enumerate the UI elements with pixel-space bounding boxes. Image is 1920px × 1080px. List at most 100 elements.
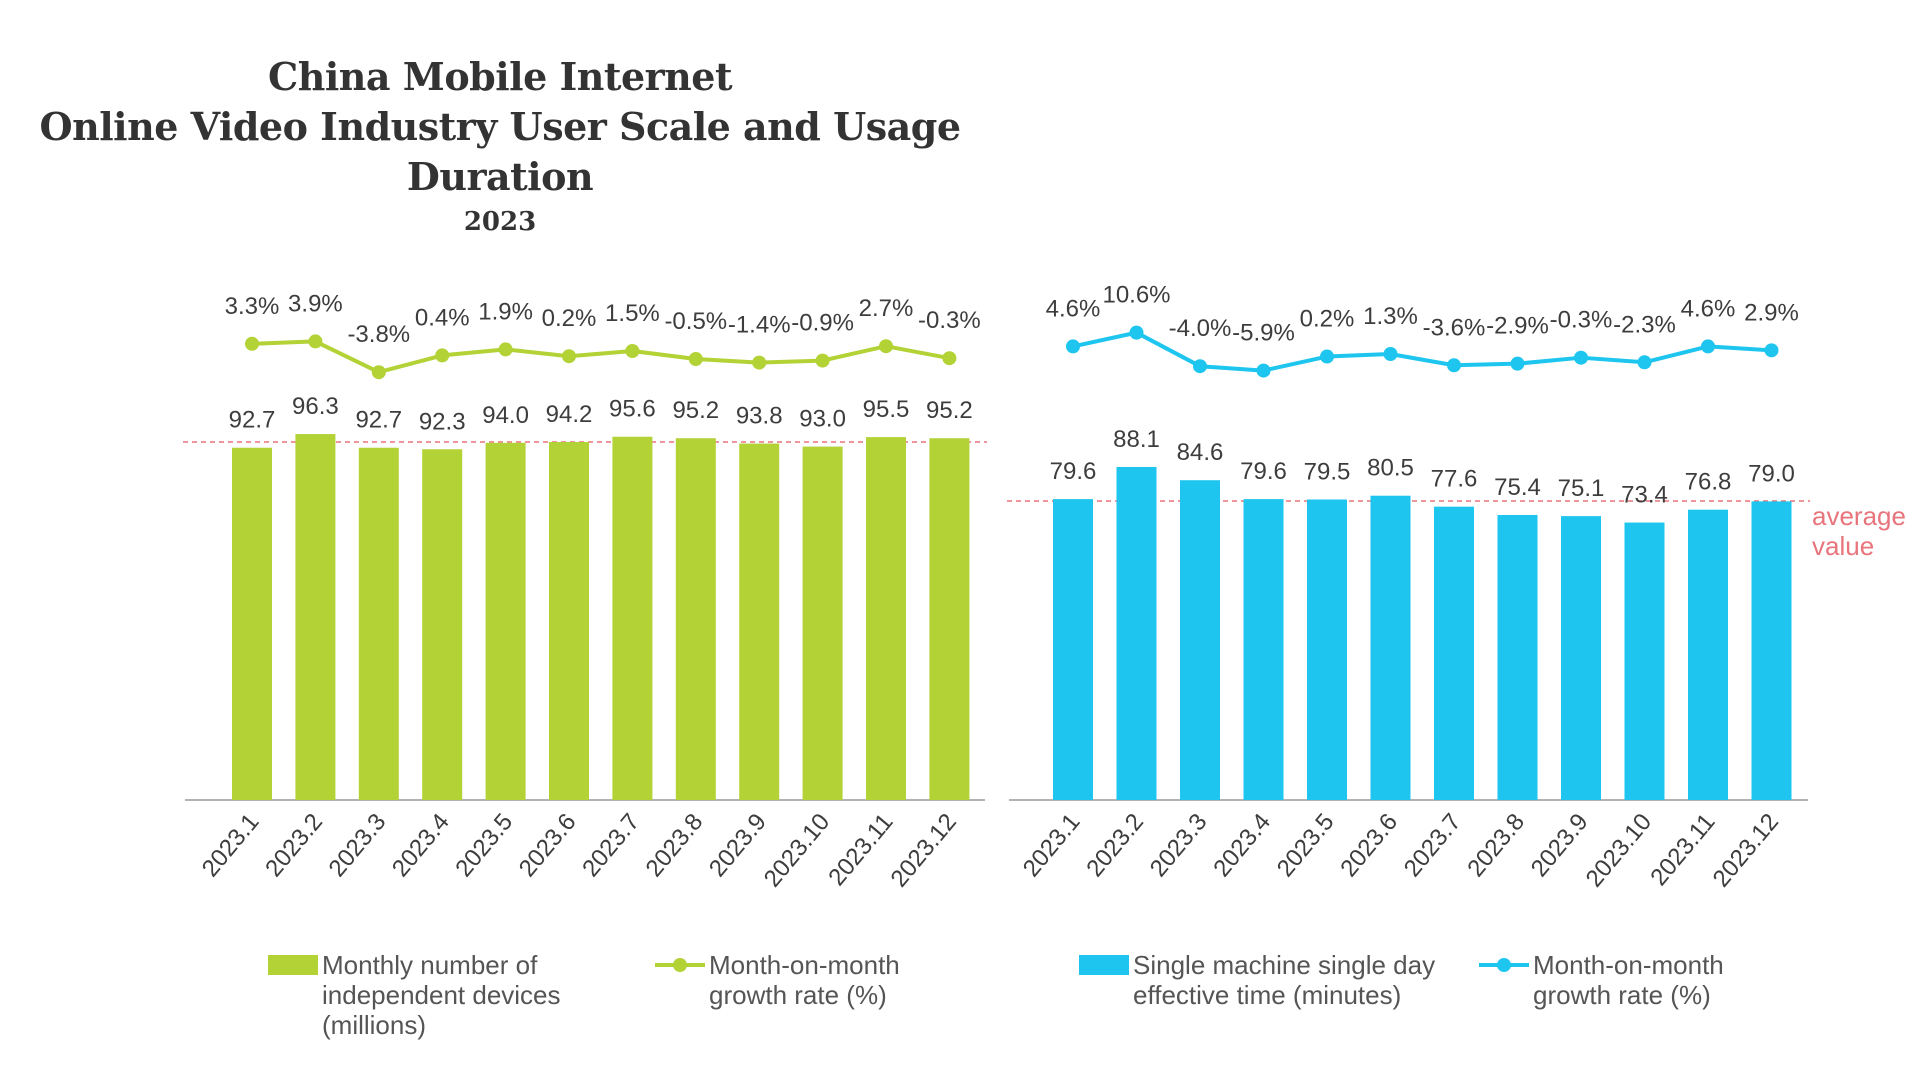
bar-value-label: 92.3 bbox=[419, 408, 466, 435]
growth-rate-point bbox=[371, 365, 386, 380]
x-tick-label: 2023.1 bbox=[1018, 809, 1086, 883]
growth-rate-point bbox=[1447, 358, 1461, 373]
x-tick-label: 2023.4 bbox=[1208, 809, 1276, 883]
growth-rate-label: 1.5% bbox=[605, 300, 660, 327]
bar-2023.1 bbox=[1053, 499, 1093, 800]
x-tick-label: 2023.3 bbox=[1145, 809, 1213, 883]
bar-2023.8 bbox=[675, 438, 716, 800]
growth-rate-label: 2.9% bbox=[1744, 299, 1799, 326]
bar-value-label: 75.4 bbox=[1494, 474, 1541, 501]
x-tick-label: 2023.12 bbox=[886, 809, 962, 893]
bar-2023.3 bbox=[1180, 480, 1220, 800]
growth-rate-label: -5.9% bbox=[1232, 320, 1295, 347]
growth-rate-label: -1.4% bbox=[728, 312, 791, 339]
bar-2023.11 bbox=[866, 437, 906, 800]
bar-value-label: 92.7 bbox=[229, 407, 276, 434]
legend-line-marker bbox=[1497, 958, 1511, 972]
bar-2023.10 bbox=[802, 446, 843, 800]
bar-2023.11 bbox=[1688, 509, 1728, 800]
bar-value-label: 75.1 bbox=[1558, 475, 1605, 502]
growth-rate-label: -0.5% bbox=[664, 308, 727, 335]
bar-value-label: 94.2 bbox=[546, 401, 593, 428]
bar-value-label: 95.6 bbox=[609, 396, 656, 423]
x-tick-label: 2023.5 bbox=[1272, 809, 1340, 883]
legend-bar-swatch bbox=[268, 955, 318, 975]
growth-rate-label: 2.7% bbox=[859, 295, 914, 322]
bar-value-label: 80.5 bbox=[1367, 455, 1414, 482]
x-tick-label: 2023.6 bbox=[514, 809, 582, 883]
x-tick-label: 2023.11 bbox=[1645, 809, 1720, 891]
growth-rate-label: -0.3% bbox=[918, 307, 981, 334]
bar-2023.7 bbox=[612, 436, 653, 800]
growth-rate-label: -2.3% bbox=[1613, 311, 1676, 338]
growth-rate-point bbox=[1320, 349, 1334, 364]
growth-rate-point bbox=[879, 339, 893, 354]
x-tick-label: 2023.7 bbox=[1399, 809, 1467, 883]
legend-bar-label: independent devices bbox=[322, 980, 561, 1010]
chart-title-line-2: Online Video Industry User Scale and Usa… bbox=[39, 104, 961, 199]
growth-rate-label: -2.9% bbox=[1486, 313, 1549, 340]
growth-rate-point bbox=[1129, 325, 1144, 340]
growth-rate-label: -3.8% bbox=[347, 321, 410, 348]
x-tick-label: 2023.3 bbox=[324, 809, 392, 883]
growth-rate-point bbox=[1764, 343, 1779, 358]
bar-2023.9 bbox=[1561, 516, 1601, 800]
x-tick-label: 2023.1 bbox=[197, 809, 265, 883]
growth-rate-point bbox=[1574, 350, 1588, 365]
bar-2023.5 bbox=[1307, 499, 1347, 800]
bar-value-label: 79.6 bbox=[1240, 458, 1287, 485]
legend-line-label: Month-on-month bbox=[709, 950, 900, 980]
bar-2023.4 bbox=[422, 449, 463, 800]
x-tick-label: 2023.4 bbox=[387, 809, 455, 883]
bar-2023.6 bbox=[549, 442, 589, 800]
x-tick-label: 2023.6 bbox=[1335, 809, 1403, 883]
growth-rate-label: 0.4% bbox=[415, 304, 470, 331]
bar-value-label: 79.6 bbox=[1050, 458, 1097, 485]
bar-value-label: 88.1 bbox=[1113, 426, 1160, 453]
bar-2023.1 bbox=[232, 447, 272, 800]
x-tick-label: 2023.5 bbox=[450, 809, 518, 883]
chart-title-line-1: China Mobile Internet bbox=[267, 54, 733, 99]
x-tick-label: 2023.2 bbox=[1081, 809, 1149, 883]
legend-line-label: Month-on-month bbox=[1533, 950, 1724, 980]
bar-value-label: 73.4 bbox=[1621, 482, 1668, 509]
legend-bar-label: (millions) bbox=[322, 1010, 426, 1040]
bar-2023.12 bbox=[929, 438, 970, 800]
legend-bar-label: Monthly number of bbox=[322, 950, 538, 980]
growth-rate-point bbox=[435, 348, 450, 363]
growth-rate-point bbox=[1637, 355, 1652, 370]
growth-rate-label: -0.9% bbox=[791, 310, 854, 337]
growth-rate-line bbox=[251, 339, 950, 375]
growth-rate-label: 4.6% bbox=[1046, 295, 1101, 322]
growth-rate-label: 0.2% bbox=[1300, 306, 1355, 333]
x-tick-label: 2023.7 bbox=[577, 809, 645, 883]
chart-panel-2: 79.6 2023.1 88.1 2023.2 84.6 2023.3 79.6 2023.4… bbox=[1007, 282, 1906, 1010]
chart-title-block: China Mobile Internet Online Video Indus… bbox=[0, 52, 1000, 240]
average-value-label: average bbox=[1812, 501, 1906, 531]
bar-value-label: 93.0 bbox=[799, 406, 846, 433]
growth-rate-label: 1.3% bbox=[1363, 303, 1418, 330]
growth-rate-point bbox=[1066, 339, 1080, 354]
growth-rate-point bbox=[1383, 347, 1398, 362]
x-tick-label: 2023.8 bbox=[641, 809, 709, 883]
bar-value-label: 95.5 bbox=[863, 396, 910, 423]
bar-2023.10 bbox=[1624, 522, 1665, 800]
growth-rate-label: 3.9% bbox=[288, 290, 343, 317]
x-tick-label: 2023.12 bbox=[1708, 809, 1784, 893]
bar-2023.5 bbox=[485, 442, 526, 800]
x-tick-label: 2023.2 bbox=[260, 809, 328, 883]
bar-2023.2 bbox=[1116, 466, 1157, 800]
bar-value-label: 95.2 bbox=[672, 397, 719, 424]
growth-rate-point bbox=[562, 349, 576, 364]
x-tick-label: 2023.10 bbox=[1581, 809, 1657, 893]
x-tick-label: 2023.8 bbox=[1462, 809, 1530, 883]
growth-rate-point bbox=[1510, 356, 1525, 371]
legend-line-label: growth rate (%) bbox=[1533, 980, 1711, 1010]
bar-2023.4 bbox=[1243, 499, 1284, 800]
growth-rate-point bbox=[498, 342, 513, 357]
growth-rate-point bbox=[1701, 339, 1715, 354]
bar-2023.8 bbox=[1497, 514, 1538, 800]
